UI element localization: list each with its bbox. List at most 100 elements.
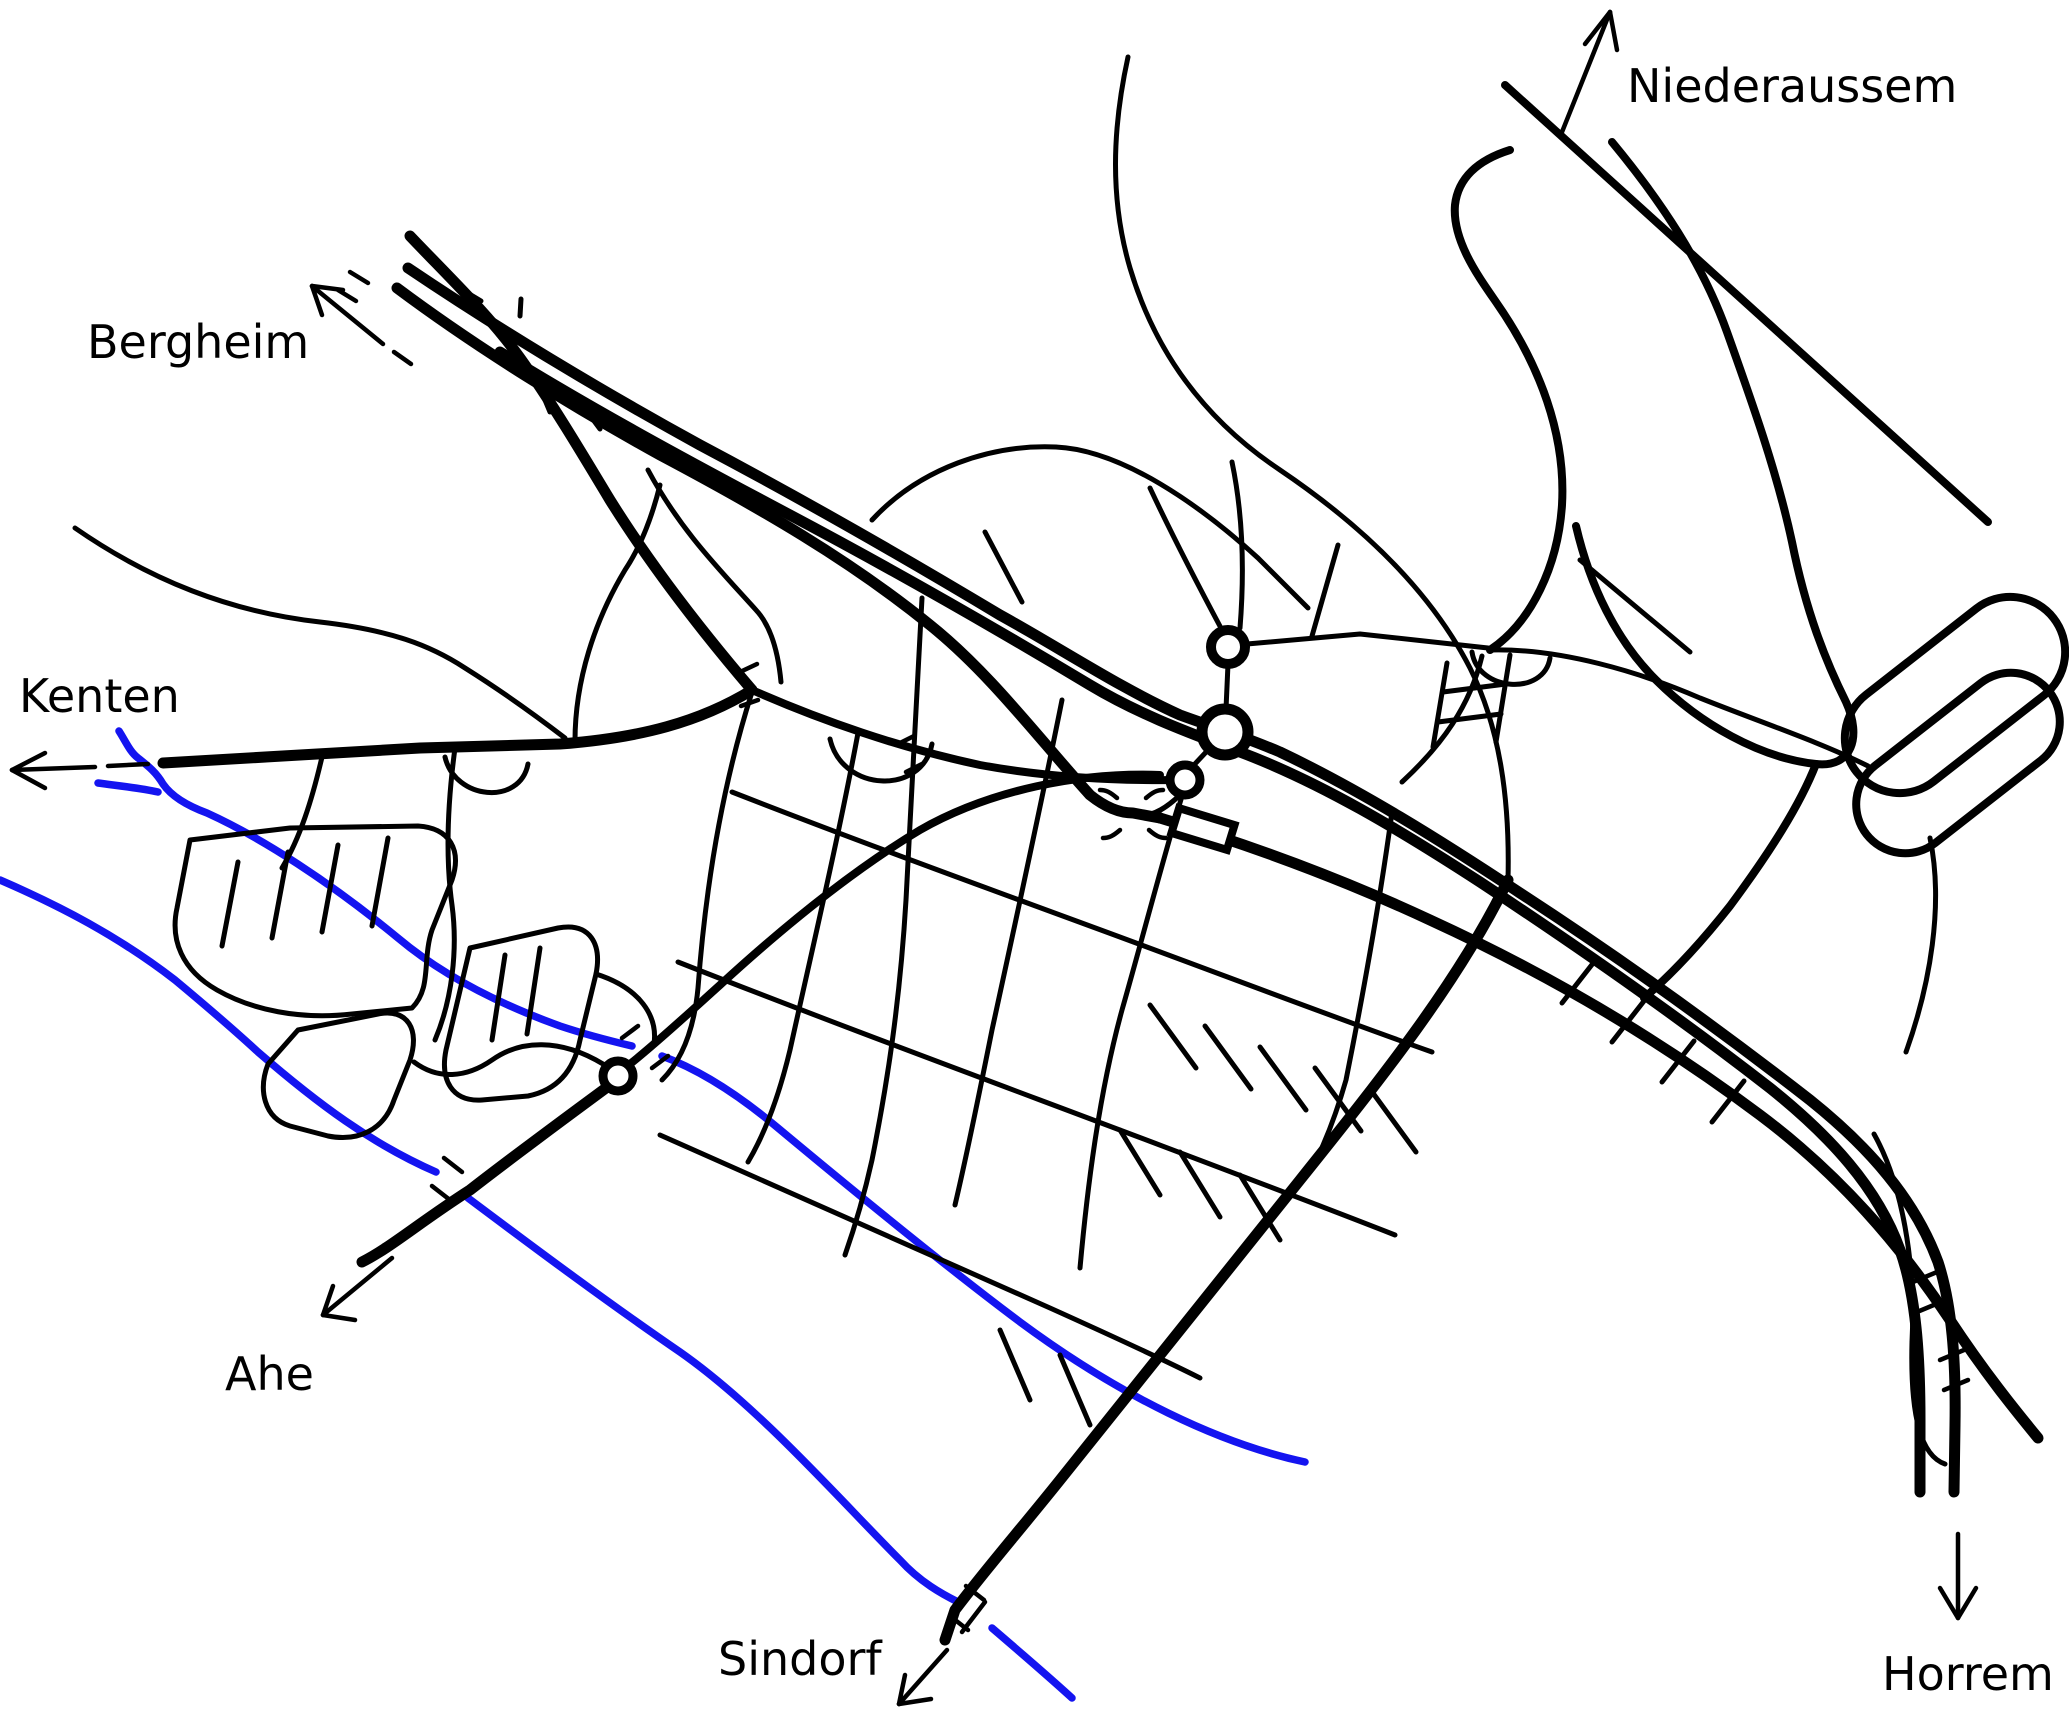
minor-roads-path (411, 1042, 606, 1077)
arrow-niederaussem (1607, 9, 1620, 53)
layer-rivers (0, 727, 1309, 1702)
map-symbols (598, 592, 2069, 1096)
minor-roads-path (442, 754, 531, 796)
major-roads-path (404, 230, 758, 696)
label-horrem: Horrem (1882, 1647, 2054, 1701)
minor-roads-path (72, 525, 568, 741)
label-bergheim: Bergheim (87, 315, 309, 369)
destination-arrows (9, 9, 1979, 1707)
minor-roads-path (524, 945, 543, 1037)
arrow-bergheim (391, 349, 414, 367)
medium-roads-path (1501, 81, 1992, 526)
minor-roads-path (369, 835, 391, 929)
arrow-kenten (9, 767, 48, 791)
minor-roads-path (1244, 631, 1491, 651)
arrow-horrem (1937, 1585, 1961, 1621)
minor-roads-path (645, 467, 784, 685)
crossing-ticks-path (903, 761, 925, 775)
minor-roads-path (269, 849, 291, 941)
minor-roads-path (1559, 959, 1597, 1006)
label-niederaussem: Niederaussem (1627, 59, 1957, 113)
minor-roads-path (657, 1132, 1203, 1381)
crossing-ticks-path (347, 269, 371, 286)
minor-roads-path (172, 823, 458, 1019)
minor-roads-path (729, 789, 1435, 1055)
minor-roads-path (432, 745, 458, 1043)
minor-roads-path (1577, 557, 1693, 655)
minor-roads-path (1317, 809, 1395, 1155)
crossing-ticks-path (441, 1155, 465, 1175)
minor-roads-path (572, 482, 663, 744)
medium-roads-path (1640, 760, 1820, 1002)
layer-major-roads (157, 230, 1961, 1646)
layer-railway (391, 282, 2044, 1444)
crossing-ticks-path (1143, 787, 1166, 801)
crossing-ticks-path (619, 1023, 641, 1041)
railway-path (1154, 812, 2044, 1444)
crossing-ticks-path (963, 1583, 987, 1603)
arrow-sindorf (896, 1647, 950, 1707)
rivers-path (0, 876, 440, 1176)
minor-roads-path (1709, 1078, 1747, 1125)
arrow-kenten (105, 761, 151, 769)
minor-roads-path (1469, 649, 1553, 687)
crossing-ticks-path (738, 697, 761, 709)
minor-roads-path (1177, 1149, 1223, 1220)
crossing-ticks-path (1937, 1347, 1967, 1363)
minor-roads-path (1440, 681, 1509, 695)
arrow-ahe (320, 1255, 395, 1318)
minor-roads-path (1493, 652, 1513, 745)
arrow-sindorf (959, 1599, 988, 1635)
arrow-niederaussem (1582, 9, 1613, 47)
minor-roads-path (1223, 661, 1231, 712)
minor-roads-path (1113, 54, 1511, 883)
medium-roads-path (1450, 146, 1567, 654)
minor-roads-path (260, 1010, 416, 1140)
minor-roads-path (1077, 793, 1185, 1271)
arrow-bergheim (309, 283, 346, 293)
crossing-ticks-path (1914, 1299, 1944, 1315)
minor-roads-path (1309, 542, 1341, 639)
minor-roads-path (982, 529, 1025, 605)
minor-roads-path (997, 1327, 1033, 1403)
crossing-ticks-path (1146, 827, 1169, 841)
minor-roads-path (442, 924, 600, 1103)
label-kenten: Kenten (19, 669, 180, 723)
minor-roads-path (952, 697, 1065, 1208)
arrow-niederaussem (1559, 9, 1613, 135)
minor-roads-path (745, 730, 861, 1165)
arrow-horrem (1955, 1585, 1979, 1621)
minor-roads-path (842, 595, 925, 1258)
arrow-ahe (320, 1312, 358, 1323)
crossing-ticks-path (1100, 827, 1123, 841)
minor-roads-path (1430, 660, 1450, 750)
major-roads-path (157, 684, 758, 769)
label-ahe: Ahe (225, 1347, 314, 1401)
minor-roads-path (219, 859, 241, 949)
arrow-kenten (9, 750, 48, 773)
label-sindorf: Sindorf (718, 1632, 883, 1686)
railway-path (391, 282, 1166, 824)
junction-circle-south (1165, 760, 1205, 800)
arrow-bergheim (309, 283, 325, 318)
arrow-sindorf (896, 1672, 908, 1707)
medium-roads-path (626, 770, 1164, 1068)
roundabout-west (598, 1056, 638, 1096)
crossing-ticks-path (1941, 1377, 1971, 1393)
layer-minor-roads (72, 54, 1948, 1467)
arrow-bergheim (309, 283, 386, 347)
minor-roads-path (1399, 653, 1485, 785)
rivers-path (658, 1052, 1309, 1466)
minor-roads-path (489, 952, 508, 1043)
minor-roads-path (827, 736, 935, 784)
minor-roads-path (1257, 1044, 1309, 1113)
stadium-loop (1852, 668, 2064, 858)
crossing-ticks-path (895, 733, 917, 747)
major-roads-path (939, 874, 1514, 1646)
rivers-path (464, 1194, 962, 1606)
minor-roads-path (1312, 1065, 1364, 1134)
minor-roads-path (1202, 1023, 1254, 1092)
railway-station (1166, 803, 1240, 855)
medium-roads-path (748, 686, 1187, 785)
